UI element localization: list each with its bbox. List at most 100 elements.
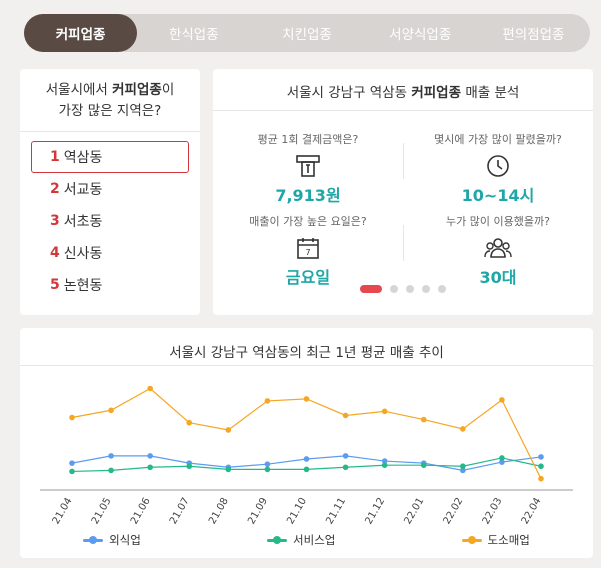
sales-analysis-card: 서울시 강남구 역삼동 커피업종 매출 분석 평균 1회 결제금액은? 7,91… bbox=[213, 69, 593, 315]
data-point[interactable] bbox=[264, 398, 271, 404]
data-point[interactable] bbox=[225, 466, 232, 473]
legend-swatch bbox=[83, 535, 104, 544]
title-text: 가장 많은 지역은? bbox=[58, 103, 162, 119]
tab-category[interactable]: 한식업종 bbox=[168, 27, 219, 43]
data-point[interactable] bbox=[69, 468, 75, 475]
data-point[interactable] bbox=[69, 414, 75, 421]
data-point[interactable] bbox=[499, 455, 505, 461]
carousel-dot[interactable] bbox=[390, 285, 398, 293]
data-point[interactable] bbox=[69, 460, 75, 466]
data-point[interactable] bbox=[381, 458, 388, 464]
data-point[interactable] bbox=[381, 408, 388, 415]
category-tabs: 커피업종 한식업종 치킨업종 서양식업종 편의점업종 bbox=[24, 14, 590, 52]
data-point[interactable] bbox=[460, 467, 466, 474]
stat-peak-day: 매출이 가장 높은 요일은? 7 금요일 bbox=[213, 213, 403, 288]
clock-icon bbox=[403, 152, 593, 180]
data-point[interactable] bbox=[147, 385, 153, 392]
carousel-dot[interactable] bbox=[438, 285, 446, 293]
x-tick-label: 22.01 bbox=[403, 496, 427, 526]
data-point[interactable] bbox=[499, 459, 505, 465]
x-tick-label: 22.03 bbox=[481, 496, 505, 526]
top-region-card: 서울시에서 커피업종이 가장 많은 지역은? 1 역삼동 2 서교동 3 서초동 4 신사동 5… bbox=[20, 69, 200, 315]
rank-number: 5 bbox=[50, 277, 60, 293]
region-name: 서교동 bbox=[63, 182, 103, 198]
title-text: 서울시 강남구 역삼동 bbox=[286, 85, 412, 101]
data-point[interactable] bbox=[225, 427, 232, 433]
data-point[interactable] bbox=[186, 419, 193, 426]
x-tick-label: 21.11 bbox=[324, 496, 348, 526]
legend-item[interactable]: 도소매업 bbox=[461, 532, 530, 548]
region-name: 신사동 bbox=[63, 246, 103, 262]
data-point[interactable] bbox=[538, 463, 544, 470]
title-text: 이 bbox=[161, 82, 175, 98]
tab-category[interactable]: 치킨업종 bbox=[282, 27, 332, 43]
carousel-dot[interactable] bbox=[422, 285, 430, 293]
data-point[interactable] bbox=[303, 396, 310, 402]
x-tick-label: 21.10 bbox=[285, 496, 309, 526]
legend-item[interactable]: 외식업 bbox=[83, 532, 141, 548]
x-tick-label: 21.06 bbox=[129, 496, 153, 526]
sales-trend-chart: 21.04 21.05 21.06 21.07 21.08 21.09 21.10 21.11… bbox=[40, 385, 573, 526]
data-point[interactable] bbox=[147, 453, 153, 459]
legend-item[interactable]: 서비스업 bbox=[267, 532, 335, 548]
people-icon bbox=[403, 234, 593, 262]
x-tick-label: 21.08 bbox=[207, 496, 231, 526]
legend-swatch bbox=[267, 535, 288, 544]
data-point[interactable] bbox=[303, 466, 310, 473]
data-point[interactable] bbox=[538, 454, 544, 460]
data-point[interactable] bbox=[108, 407, 114, 414]
carousel-dots bbox=[213, 285, 593, 293]
data-point[interactable] bbox=[186, 463, 193, 470]
data-point[interactable] bbox=[420, 416, 427, 423]
divider bbox=[403, 143, 404, 179]
data-point[interactable] bbox=[381, 462, 388, 468]
data-point[interactable] bbox=[538, 475, 544, 482]
legend-swatch bbox=[461, 535, 482, 544]
data-point[interactable] bbox=[264, 466, 271, 473]
data-point[interactable] bbox=[147, 464, 153, 471]
data-point[interactable] bbox=[303, 456, 310, 462]
sales-trend-card: 서울시 강남구 역삼동의 최근 1년 평균 매출 추이 21.04 21.05 21… bbox=[20, 328, 593, 558]
top-region-title: 서울시에서 커피업종이 가장 많은 지역은? bbox=[20, 69, 200, 132]
data-point[interactable] bbox=[342, 464, 349, 471]
x-tick-label: 21.05 bbox=[90, 496, 114, 526]
rank-number: 1 bbox=[50, 149, 60, 165]
stat-peak-time: 몇시에 가장 많이 팔렸을까? 10~14시 bbox=[403, 131, 593, 206]
legend-label: 서비스업 bbox=[293, 533, 336, 547]
data-point[interactable] bbox=[460, 426, 466, 432]
rank-number: 4 bbox=[50, 245, 60, 261]
tab-category[interactable]: 커피업종 bbox=[24, 14, 138, 52]
data-point[interactable] bbox=[264, 461, 271, 467]
data-point[interactable] bbox=[460, 463, 466, 470]
title-text: 서울시에서 bbox=[45, 82, 113, 98]
stat-value: 10~14시 bbox=[461, 186, 535, 205]
region-rank-item[interactable]: 2 서교동 bbox=[31, 173, 189, 205]
carousel-dot[interactable] bbox=[360, 285, 382, 293]
data-point[interactable] bbox=[342, 412, 349, 419]
region-rank-item[interactable]: 4 신사동 bbox=[31, 237, 189, 269]
x-tick-label: 21.12 bbox=[363, 496, 387, 526]
stat-question: 매출이 가장 높은 요일은? bbox=[249, 215, 367, 228]
region-rank-item[interactable]: 3 서초동 bbox=[31, 205, 189, 237]
carousel-dot[interactable] bbox=[406, 285, 414, 293]
stat-question: 몇시에 가장 많이 팔렸을까? bbox=[434, 133, 562, 146]
stat-value: 금요일 bbox=[285, 268, 331, 287]
data-point[interactable] bbox=[499, 397, 505, 403]
data-point[interactable] bbox=[342, 453, 349, 459]
stat-value: 30대 bbox=[479, 268, 517, 287]
region-name: 역삼동 bbox=[63, 150, 103, 166]
region-rank-item[interactable]: 1 역삼동 bbox=[31, 141, 189, 173]
data-point[interactable] bbox=[108, 467, 114, 474]
chart-legend: 외식업 서비스업 도소매업 bbox=[20, 532, 593, 548]
stat-value: 7,913원 bbox=[275, 186, 341, 205]
stats-panel: 평균 1회 결제금액은? 7,913원 몇시에 가장 많이 팔렸을까? 10~1… bbox=[213, 111, 593, 311]
data-point[interactable] bbox=[108, 453, 114, 459]
stat-question: 평균 1회 결제금액은? bbox=[257, 133, 359, 146]
region-rank-item[interactable]: 5 논현동 bbox=[31, 269, 189, 301]
tab-category[interactable]: 편의점업종 bbox=[502, 27, 565, 43]
data-point[interactable] bbox=[420, 462, 427, 468]
title-category: 커피업종 bbox=[112, 82, 162, 98]
card-payment-icon bbox=[213, 152, 403, 180]
x-tick-label: 21.07 bbox=[168, 496, 192, 526]
tab-category[interactable]: 서양식업종 bbox=[389, 27, 452, 43]
